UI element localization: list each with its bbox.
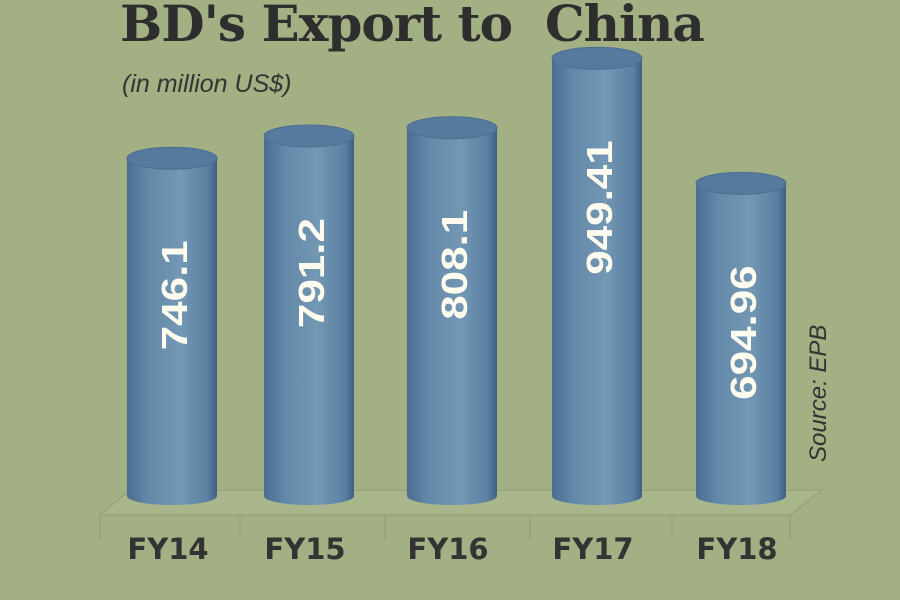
category-label: FY18 [696,532,777,566]
category-label: FY14 [127,532,208,566]
bar-FY16: 808.1 FY16 [406,116,498,566]
bar-FY17: 949.41 FY17 [551,46,643,566]
bar-top [126,146,218,170]
bar-body [264,136,354,505]
value-label: 808.1 [435,210,475,320]
category-label: FY17 [552,532,633,566]
chart-title: BD's Export to China [120,0,705,53]
chart-subtitle: (in million US$) [122,70,292,98]
bar-body [696,183,786,505]
value-label: 791.2 [292,218,332,328]
bar-body [127,158,217,506]
value-label: 694.96 [724,265,764,400]
bar-top [263,124,355,148]
bar-body [552,58,642,505]
bar-FY15: 791.2 FY15 [263,124,355,566]
bar-FY14: 746.1 FY14 [126,146,218,566]
bar-top [551,46,643,70]
bar-top [406,116,498,140]
source-label: Source: EPB [805,325,832,462]
category-label: FY15 [264,532,345,566]
bar-FY18: 694.96 FY18 [695,171,787,566]
category-label: FY16 [407,532,488,566]
value-label: 746.1 [155,240,195,350]
bar-top [695,171,787,195]
value-label: 949.41 [580,140,620,275]
bar-body [407,127,497,505]
